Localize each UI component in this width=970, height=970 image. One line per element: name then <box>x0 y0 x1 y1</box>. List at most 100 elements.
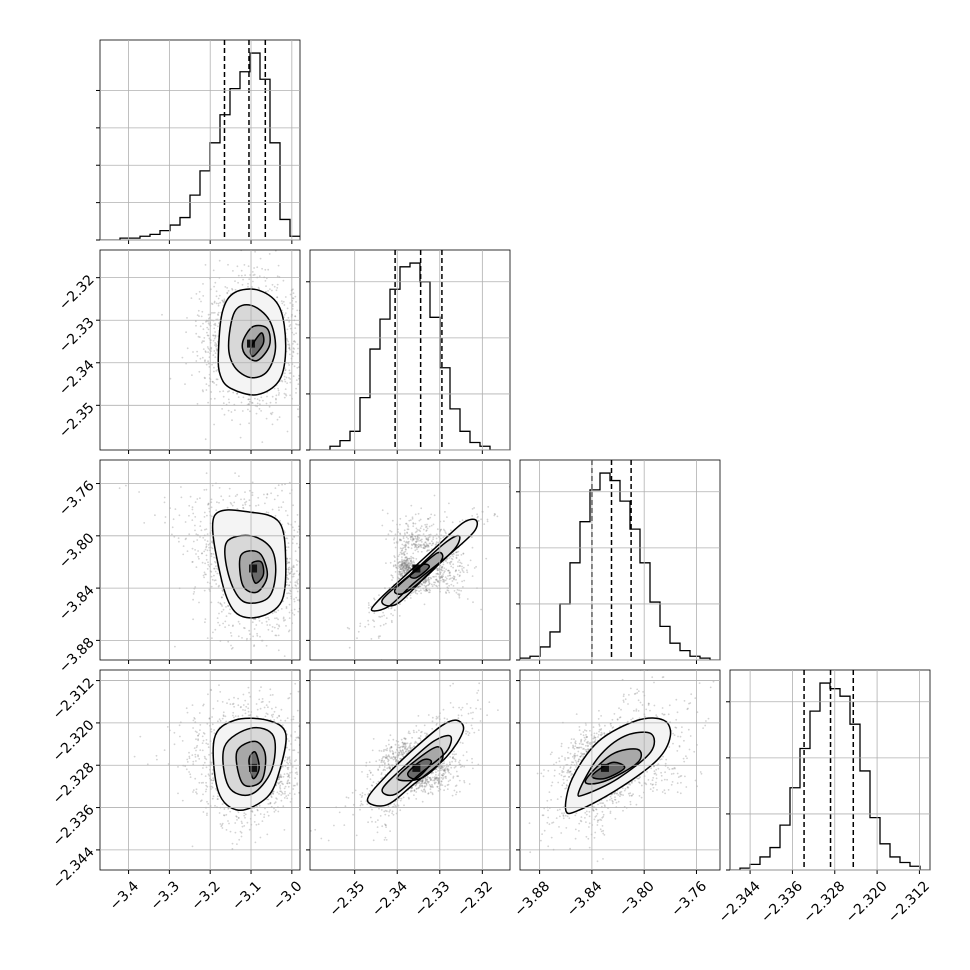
sample-point <box>222 395 225 398</box>
sample-point <box>440 575 443 578</box>
sample-point <box>240 274 243 277</box>
sample-point <box>486 518 489 521</box>
sample-point <box>240 401 243 404</box>
sample-point <box>268 253 271 255</box>
sample-point <box>202 703 205 706</box>
sample-point <box>143 522 146 524</box>
sample-point <box>253 645 255 648</box>
sample-point <box>384 748 387 751</box>
sample-point <box>400 552 403 555</box>
sample-point <box>441 565 444 568</box>
sample-point <box>283 773 286 775</box>
sample-point <box>403 569 406 572</box>
sample-point <box>405 559 408 562</box>
sample-point <box>226 506 229 509</box>
sample-point <box>243 814 246 817</box>
sample-point <box>178 724 181 727</box>
sample-point <box>294 777 296 780</box>
sample-point <box>280 708 283 711</box>
sample-point <box>277 387 279 390</box>
sample-point <box>195 738 197 741</box>
sample-point <box>272 792 274 795</box>
sample-point <box>416 544 418 547</box>
sample-point <box>213 285 216 288</box>
sample-point <box>211 484 214 487</box>
sample-point <box>417 540 419 542</box>
sample-point <box>242 278 245 281</box>
sample-point <box>457 554 459 557</box>
sample-point <box>202 739 205 742</box>
sample-point <box>163 501 166 504</box>
sample-point <box>217 304 220 307</box>
sample-point <box>518 708 520 710</box>
sample-point <box>419 527 422 530</box>
sample-point <box>428 581 431 583</box>
sample-point <box>249 274 252 276</box>
sample-point <box>211 797 214 800</box>
sample-point <box>444 576 447 578</box>
sample-point <box>275 634 278 637</box>
sample-point <box>253 821 256 823</box>
sample-point <box>404 564 407 567</box>
sample-point <box>213 350 216 352</box>
sample-point <box>428 776 431 779</box>
sample-point <box>302 319 304 321</box>
sample-point <box>201 749 204 752</box>
sample-point <box>409 536 412 539</box>
sample-point <box>415 741 418 744</box>
sample-point <box>451 580 454 582</box>
sample-point <box>437 581 439 583</box>
sample-point <box>211 723 214 726</box>
sample-point <box>398 577 401 580</box>
sample-point <box>229 830 232 833</box>
sample-point <box>184 383 186 385</box>
sample-point <box>414 544 417 547</box>
sample-point <box>442 777 445 779</box>
sample-point <box>302 289 304 291</box>
sample-point <box>264 280 267 282</box>
sample-point <box>406 569 409 571</box>
sample-point <box>430 548 433 550</box>
sample-point <box>414 513 417 516</box>
sample-point <box>218 812 221 814</box>
sample-point <box>458 575 461 578</box>
sample-point <box>457 561 459 563</box>
sample-point <box>405 541 407 544</box>
sample-point <box>404 562 407 565</box>
sample-point <box>295 759 297 761</box>
sample-point <box>202 328 205 331</box>
sample-point <box>269 802 272 804</box>
sample-point <box>221 589 224 591</box>
sample-point <box>457 593 459 595</box>
sample-point <box>404 560 407 562</box>
sample-point <box>302 588 304 590</box>
sample-point <box>453 577 455 580</box>
sample-point <box>192 719 195 722</box>
sample-point <box>405 562 407 565</box>
sample-point <box>185 768 188 771</box>
sample-point <box>382 761 385 763</box>
sample-point <box>404 557 407 559</box>
sample-point <box>392 805 395 808</box>
sample-point <box>286 339 289 341</box>
sample-point <box>382 623 385 626</box>
sample-point <box>402 552 405 555</box>
sample-point <box>287 578 290 580</box>
sample-point <box>493 513 496 515</box>
sample-point <box>196 731 198 734</box>
sample-point <box>205 488 208 491</box>
sample-point <box>408 519 411 522</box>
sample-point <box>462 566 465 569</box>
sample-point <box>206 568 209 570</box>
sample-point <box>416 536 419 539</box>
sample-point <box>247 265 250 268</box>
sample-point <box>453 553 455 555</box>
sample-point <box>256 708 259 711</box>
sample-point <box>402 750 404 753</box>
sample-point <box>282 765 284 768</box>
sample-point <box>462 553 465 555</box>
sample-point <box>204 377 206 380</box>
sample-point <box>400 560 403 563</box>
sample-point <box>435 578 437 581</box>
sample-point <box>292 573 295 576</box>
